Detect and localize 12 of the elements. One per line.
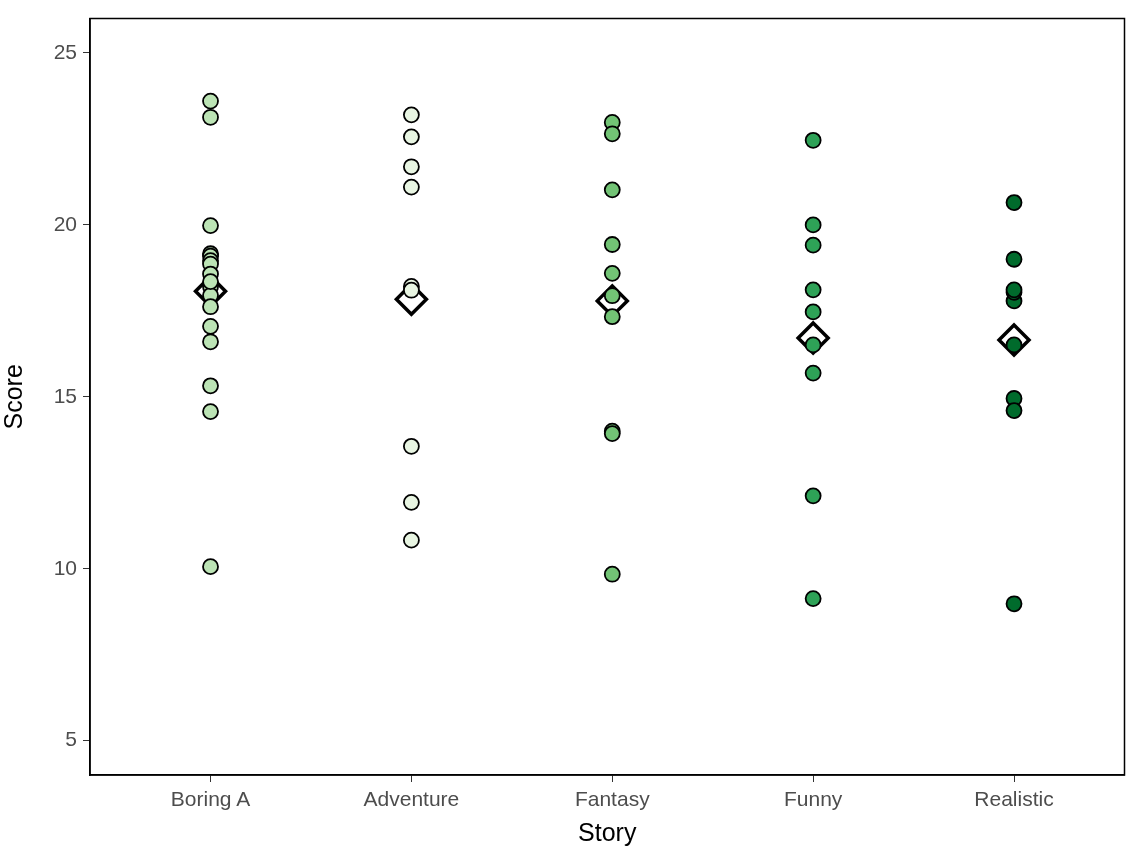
x-tick-label: Fantasy — [574, 787, 651, 811]
y-axis-title: Score — [0, 364, 27, 430]
x-tick-label: Boring A — [170, 787, 251, 811]
y-tick-label: 25 — [53, 39, 77, 63]
y-tick-label: 15 — [53, 383, 77, 407]
y-tick-label: 20 — [53, 211, 77, 235]
x-tick-label: Realistic — [974, 787, 1054, 811]
x-tick-label: Adventure — [363, 787, 460, 811]
x-axis-title: Story — [578, 817, 637, 846]
x-tick-label: Funny — [783, 787, 843, 811]
y-tick-label: 10 — [53, 555, 77, 579]
y-tick-label: 5 — [65, 727, 77, 751]
